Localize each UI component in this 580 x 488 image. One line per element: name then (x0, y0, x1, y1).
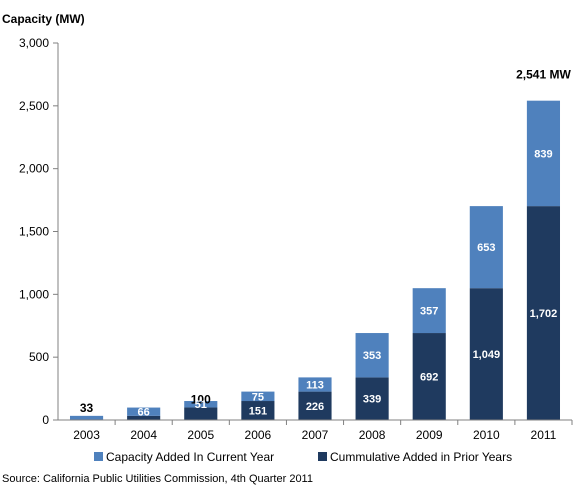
x-axis-ticks: 2003 2004 2005 2006 2007 2008 2009 2010 2011 (73, 420, 573, 442)
bar-value-label: 339 (363, 394, 381, 406)
y-tick-label: 1,000 (19, 287, 49, 301)
bar-value-label: 33 (80, 401, 94, 415)
bar-value-label: 51 (195, 399, 207, 411)
legend-label-prior-years: Cummulative Added in Prior Years (330, 450, 512, 464)
bar-value-label: 1,049 (473, 349, 501, 361)
bar-value-label: 839 (534, 148, 552, 160)
bar-value-label: 653 (477, 242, 495, 254)
x-tick-label: 2005 (187, 428, 214, 442)
bar-value-label: 113 (306, 379, 324, 391)
bar-value-label: 100 (191, 392, 211, 406)
bar-segment (127, 415, 161, 420)
bar-segment (69, 415, 104, 420)
bar-value-label: 226 (306, 401, 324, 413)
y-tick-label: 1,500 (19, 225, 49, 239)
x-tick-label: 2011 (531, 428, 557, 442)
bar-segment (127, 407, 161, 416)
bar-segment (526, 100, 561, 207)
y-axis-title: Capacity (MW) (2, 12, 85, 26)
legend-swatch-prior-years (318, 452, 327, 461)
bar-value-label: 353 (363, 350, 381, 362)
y-tick-label: 500 (29, 350, 49, 364)
y-tick-label: 2,500 (19, 99, 49, 113)
bar-segment (412, 333, 446, 420)
x-tick-label: 2008 (359, 428, 386, 442)
x-tick-label: 2004 (130, 428, 157, 442)
legend: Capacity Added In Current Year Cummulati… (94, 450, 512, 464)
total-annotation: 2,541 MW (516, 68, 571, 82)
x-tick-label: 2007 (302, 428, 329, 442)
bar-segment (298, 377, 332, 392)
legend-label-current-year: Capacity Added In Current Year (106, 450, 274, 464)
bar-segment (241, 401, 275, 420)
bar-segment (469, 206, 503, 289)
bar-segment (184, 401, 218, 408)
x-tick-label: 2009 (416, 428, 443, 442)
y-tick-label: 0 (42, 413, 49, 427)
bar-segment (412, 288, 446, 334)
bars (69, 100, 561, 420)
bar-value-label: 75 (252, 391, 264, 403)
bar-segment (298, 391, 332, 420)
bar-segment (469, 288, 503, 420)
y-tick-label: 2,000 (19, 162, 49, 176)
bar-segment (241, 391, 275, 402)
bar-segment (355, 333, 389, 378)
legend-swatch-current-year (94, 452, 103, 461)
source-note: Source: California Public Utilities Comm… (2, 473, 313, 485)
bar-value-label: 66 (138, 407, 150, 419)
bar-segment (526, 206, 561, 420)
bar-value-label: 1,702 (530, 308, 558, 320)
x-tick-label: 2003 (73, 428, 100, 442)
annotations: 2,541 MW (516, 68, 571, 82)
bar-segment (184, 407, 218, 420)
bar-value-label: 151 (249, 406, 267, 418)
bar-value-label: 692 (420, 372, 438, 384)
x-tick-label: 2010 (473, 428, 500, 442)
bar-value-label: 357 (420, 306, 438, 318)
bar-segment (355, 377, 389, 420)
y-tick-label: 3,000 (19, 36, 49, 50)
y-axis-ticks: 0 500 1,000 1,500 2,000 2,500 3,000 (19, 36, 58, 427)
x-tick-label: 2006 (245, 428, 272, 442)
